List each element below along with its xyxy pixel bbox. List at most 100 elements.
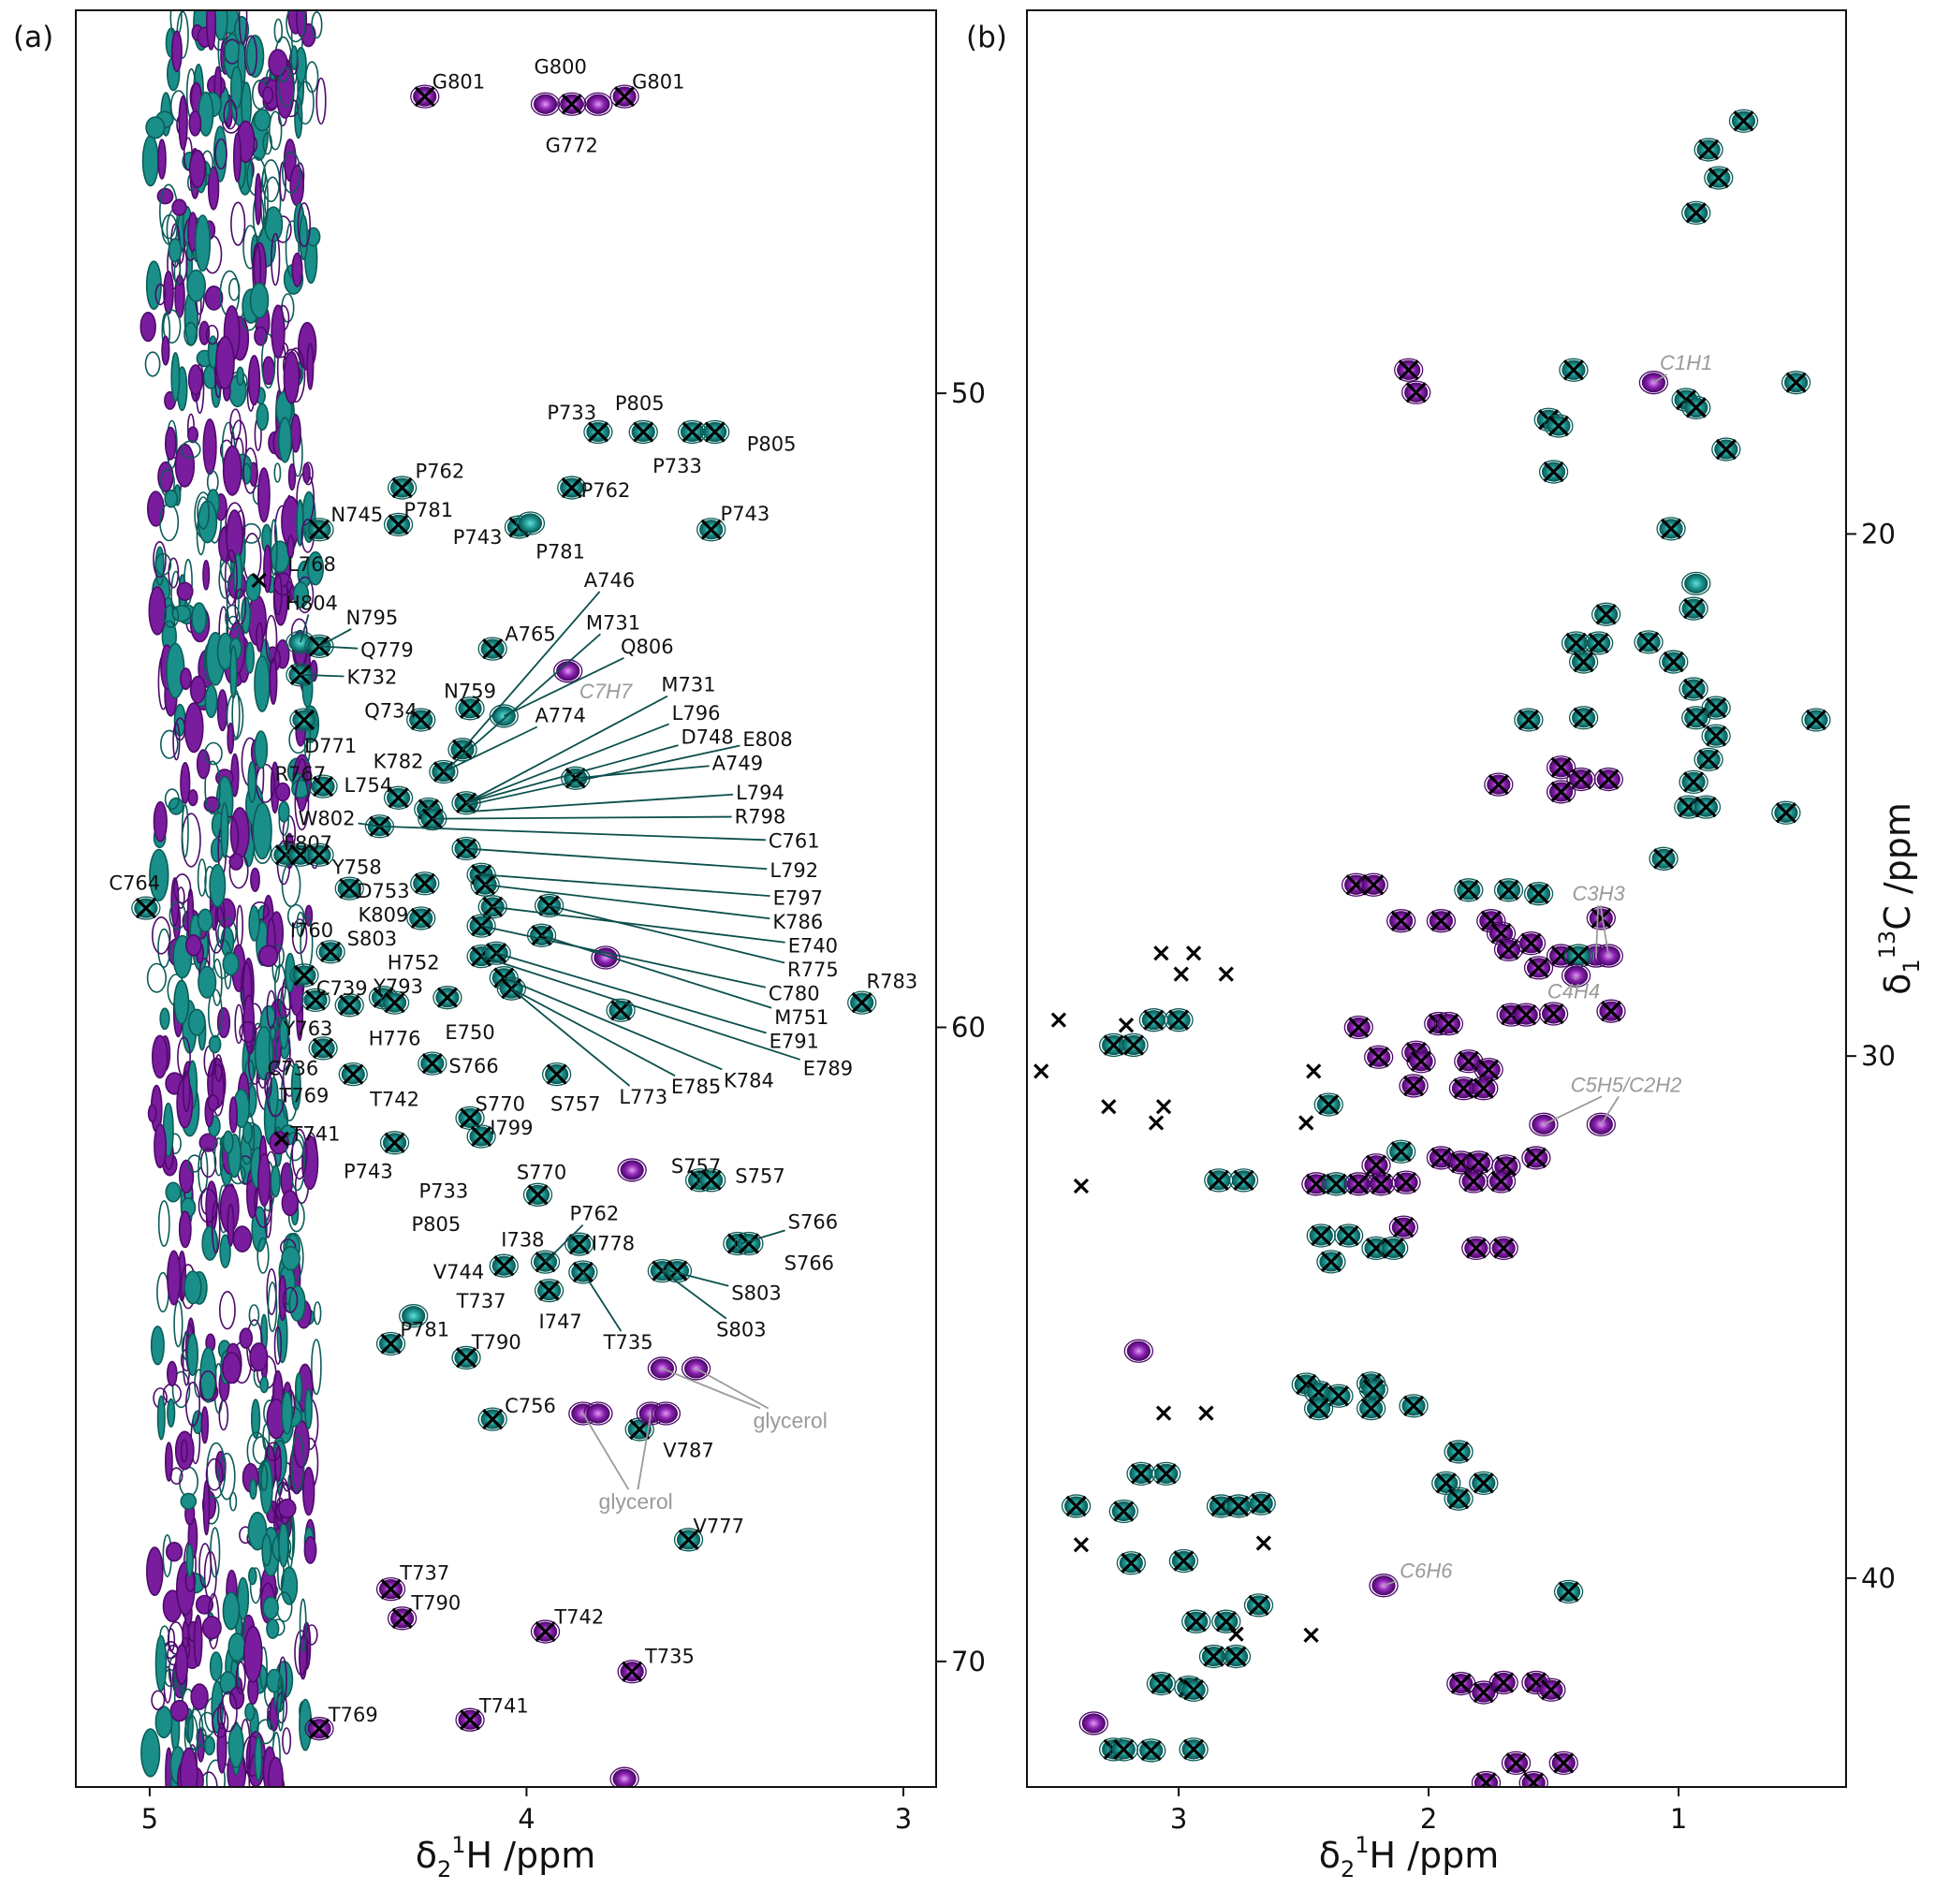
peak [1801,708,1831,732]
leader-line [575,765,710,780]
peak-contour [1356,1396,1386,1421]
water-contour [198,1133,218,1152]
peak-contour [609,1766,639,1787]
water-contour [228,853,244,871]
peak [1593,767,1623,792]
water-contour [254,730,269,769]
peak-blob [402,1306,426,1326]
peak-pick-marker [1251,1493,1272,1515]
water-contour [154,552,172,576]
water-contour [247,1567,257,1586]
water-contour [238,10,248,46]
peak-pick-marker [1228,1626,1244,1642]
leader-line [503,657,624,717]
water-contour [205,1457,224,1491]
peak-label: Y758 [331,857,382,879]
peak-label: Q734 [364,699,418,722]
water-contour [197,496,210,530]
peak-pick-marker [738,1233,760,1254]
peak [1536,1677,1566,1702]
panel-a-x-axis-title: δ21H /ppm [416,1832,596,1882]
water-contour [281,1190,299,1217]
peak [1781,371,1811,395]
peak [1446,1671,1476,1696]
water-contour [190,1683,209,1711]
peak-pick-marker [1248,1594,1269,1617]
peak-contour [1333,1223,1364,1248]
water-contour [244,641,256,674]
peak [541,1062,572,1087]
leader-line [485,884,770,920]
peak-pick-marker [1203,1646,1224,1667]
peak-contour [583,1401,613,1426]
water-contour [299,214,309,261]
peak-pick-marker [1033,1063,1049,1079]
peak-label: V744 [433,1261,484,1283]
peak [1301,1172,1331,1196]
peak-pick-marker [1475,1772,1497,1787]
peak-blob [594,947,618,968]
water-contour [260,1464,269,1492]
leader-line [541,934,772,1009]
peak [617,1158,647,1182]
peak [1204,1168,1234,1193]
peak-pick-marker [459,1709,481,1731]
water-contour [153,540,167,579]
peak [1399,1394,1429,1418]
peak [1298,1115,1314,1131]
water-contour [270,540,290,574]
peak-pick-marker [1130,1463,1152,1485]
peak-pick-marker [568,1234,590,1255]
peak-contour [1401,380,1431,404]
water-contour [227,1633,246,1662]
peak-pick-marker [1682,678,1705,700]
water-contour [222,952,240,976]
peak-label: G772 [546,134,598,156]
peak-pick-marker [289,844,312,866]
peak-pick-marker [1663,651,1684,673]
peak-contour [1568,706,1599,730]
peak-pick-marker [482,1408,504,1430]
peak-pick-marker [1182,1738,1205,1760]
water-contour [218,1290,236,1330]
peak-pick-marker [700,519,722,540]
peak-label: T737 [399,1562,449,1585]
peak-contour [429,759,459,784]
peak-pick-marker [289,664,312,686]
peak-pick-marker [1490,922,1512,945]
water-contour [160,729,179,759]
peak-pick-marker [273,1131,289,1147]
water-contour [303,1536,317,1564]
water-contour [275,782,291,802]
peak-pick-marker [1050,1012,1067,1028]
peak [1454,1049,1484,1074]
water-contour [180,667,192,691]
water-contour [189,149,207,188]
peak [1693,747,1723,772]
peak-label: P733 [547,402,596,424]
peak [1678,677,1708,701]
peak-pick-marker [343,1063,364,1085]
water-contour [207,166,220,211]
peak-pick-marker [1698,139,1720,161]
water-contour [211,1200,221,1254]
peak [375,1331,406,1356]
water-contour [146,491,165,527]
peak-label: L796 [672,702,721,725]
peak-contour [1324,1384,1354,1408]
peak-pick-marker [1458,879,1479,901]
water-contour [219,1691,238,1733]
peak [1146,1671,1177,1696]
peak [1488,1670,1518,1695]
water-contour [161,335,170,366]
peak-pick-marker [704,421,726,443]
peak-contour [131,896,161,920]
peak-contour [410,871,440,896]
leader-line [432,815,732,820]
peak [334,876,364,901]
peak-label: A774 [535,704,585,726]
peak-pick-marker [1682,598,1705,620]
panel-b-y-axis-title: δ113C /ppm [1874,802,1925,995]
peak [1101,1099,1117,1115]
peak [1218,966,1234,982]
